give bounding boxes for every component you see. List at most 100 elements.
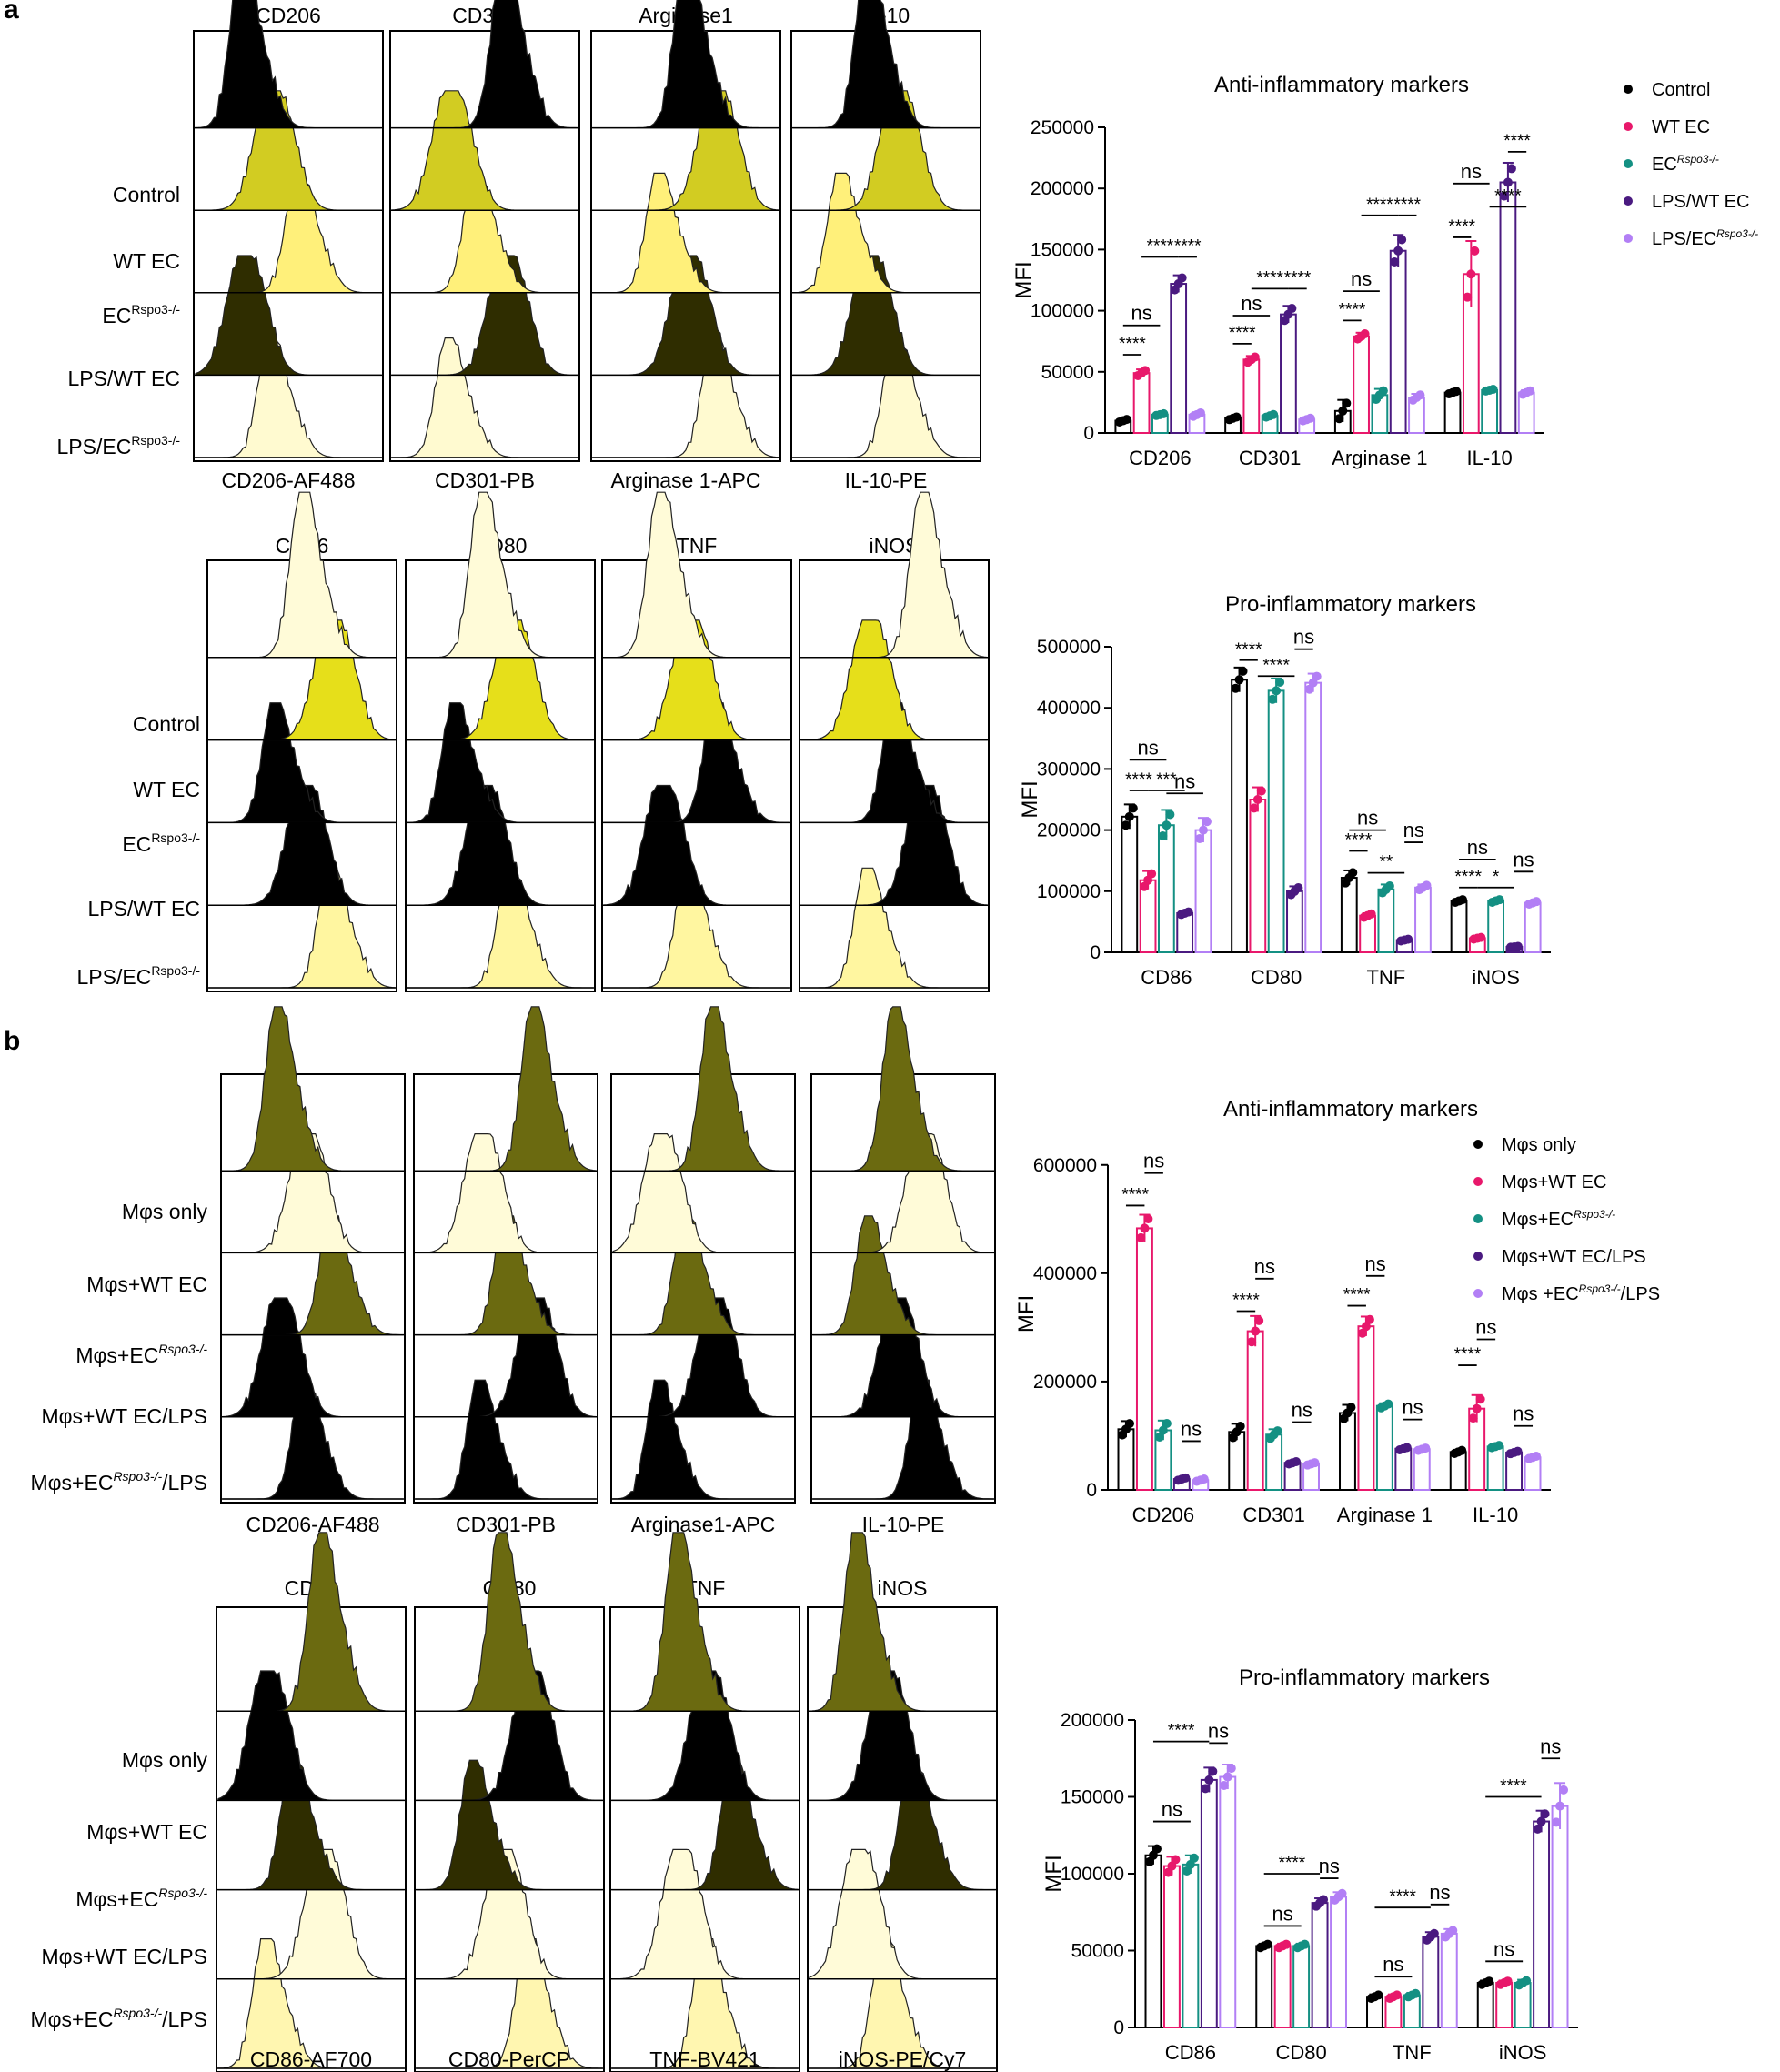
data-point [1392, 1990, 1402, 2000]
x-tick-label: CD86 [1165, 2041, 1216, 2064]
hist-xlabel-a-anti-0: CD206-AF488 [221, 468, 355, 492]
bar-1-0 [1255, 1945, 1273, 2028]
data-point [1219, 1780, 1229, 1790]
significance-label: ns [1429, 1881, 1450, 1904]
data-point [1373, 1990, 1383, 2000]
histogram-box-a-anti-3 [790, 0, 981, 462]
data-point [1411, 1988, 1421, 1998]
hist-row-label-a-anti-3: LPS/WT EC [67, 367, 180, 390]
legend-entry-0: Control [1652, 80, 1710, 100]
data-point [1300, 1939, 1310, 1949]
hist-row-label-b-anti-1: Mφs+WT EC [86, 1272, 207, 1296]
data-point [1536, 1816, 1546, 1826]
y-tick-label: 50000 [1041, 362, 1094, 383]
histogram-box-b-pro-0 [216, 1532, 407, 2072]
chart-title: Anti-inflammatory markers [1223, 1097, 1478, 1121]
y-tick-label: 0 [1090, 942, 1101, 963]
x-tick-label: iNOS [1472, 966, 1520, 989]
bar-3-2 [1487, 900, 1505, 953]
data-point [1235, 1422, 1245, 1432]
data-point [1256, 786, 1266, 796]
histogram-box-a-pro-2 [601, 491, 792, 992]
data-point [1249, 803, 1259, 813]
x-tick-label: TNF [1393, 2041, 1432, 2064]
y-tick-label: 50000 [1071, 1941, 1124, 1962]
significance-label: ns [1293, 626, 1314, 649]
bar-0-2 [1157, 824, 1175, 953]
data-point [1208, 1766, 1218, 1776]
hist-xlabel-b-pro-1: CD80-PerCP [448, 2047, 570, 2071]
bar-2-0 [1339, 1412, 1356, 1492]
data-point [1252, 795, 1262, 804]
data-point [1136, 1232, 1146, 1242]
data-point [1378, 386, 1388, 396]
bar-0-4 [1194, 829, 1212, 953]
data-point [1204, 1775, 1214, 1785]
significance-label: ns [1513, 848, 1534, 870]
y-tick-label: 100000 [1037, 881, 1101, 902]
significance-label: ns [1319, 1855, 1340, 1877]
bar-0-2 [1182, 1863, 1200, 2029]
x-tick-label: CD301 [1239, 447, 1301, 469]
significance-label: ns [1383, 1953, 1403, 1976]
y-axis-label: MFI [1014, 1295, 1039, 1333]
significance-label: **** [1119, 335, 1146, 354]
data-point [1364, 1314, 1374, 1324]
y-tick-label: 400000 [1037, 698, 1101, 719]
y-axis-label: MFI [1011, 261, 1036, 298]
data-point [1199, 1474, 1209, 1484]
significance-label: **** [1125, 770, 1152, 790]
data-point [1269, 409, 1279, 419]
data-point [1421, 1443, 1431, 1453]
significance-label: *** [1156, 770, 1177, 790]
legend-marker [1624, 122, 1633, 131]
y-axis-label: MFI [1018, 780, 1042, 818]
significance-label: ns [1174, 769, 1195, 792]
y-tick-label: 150000 [1031, 239, 1094, 260]
y-tick-label: 0 [1083, 423, 1094, 444]
x-tick-label: CD206 [1132, 1504, 1194, 1526]
data-point [1162, 1419, 1172, 1429]
legend-b: Mφs only Mφs+WT EC Mφs+ECRspo3-/- Mφs+WT EC… [1473, 1135, 1660, 1304]
bar-1-1 [1249, 799, 1267, 953]
significance-label: **** [1279, 1854, 1306, 1873]
data-point [1222, 1772, 1232, 1782]
bar-2-1 [1353, 335, 1370, 435]
significance-label: **** [1394, 196, 1422, 215]
bar-2-3 [1422, 1936, 1440, 2029]
hist-row-label-a-anti-0: Control [113, 183, 180, 206]
data-point [1475, 1394, 1485, 1404]
data-point [1506, 164, 1516, 174]
data-point [1360, 329, 1370, 339]
chart-title: Pro-inflammatory markers [1239, 1665, 1490, 1690]
data-point [1337, 1888, 1347, 1898]
data-point [1305, 413, 1315, 423]
data-point [1366, 909, 1376, 919]
data-point [1202, 817, 1212, 827]
significance-label: ns [1475, 1315, 1496, 1338]
legend-entry-4: Mφs +ECRspo3-/-/LPS [1502, 1282, 1660, 1304]
data-point [1124, 811, 1134, 821]
x-tick-label: Arginase 1 [1332, 447, 1427, 469]
significance-label: ns [1513, 1403, 1534, 1425]
data-point [1525, 386, 1535, 396]
hist-title-b-pro-3: iNOS [878, 1576, 928, 1600]
bar-1-1 [1246, 1330, 1264, 1492]
significance-label: ns [1461, 160, 1482, 183]
bar-1-2 [1265, 1433, 1283, 1491]
histogram-box-b-anti-0 [220, 1006, 406, 1504]
data-point [1147, 869, 1157, 879]
significance-label: **** [1229, 324, 1256, 343]
data-point [1361, 1322, 1371, 1332]
legend-entry-2: ECRspo3-/- [1652, 153, 1719, 175]
significance-label: **** [1168, 1722, 1195, 1741]
data-point [1151, 1844, 1162, 1854]
bar-chart-b-anti-bar: Anti-inflammatory markers MFI 0 200000 40000… [1014, 1097, 1551, 1526]
y-tick-label: 600000 [1033, 1155, 1097, 1176]
bar-0-3 [1200, 1778, 1218, 2029]
data-point [1457, 1445, 1467, 1455]
legend-entry-3: LPS/WT EC [1652, 192, 1749, 212]
histogram-box-a-anti-2 [590, 0, 781, 462]
data-point [1499, 191, 1509, 201]
